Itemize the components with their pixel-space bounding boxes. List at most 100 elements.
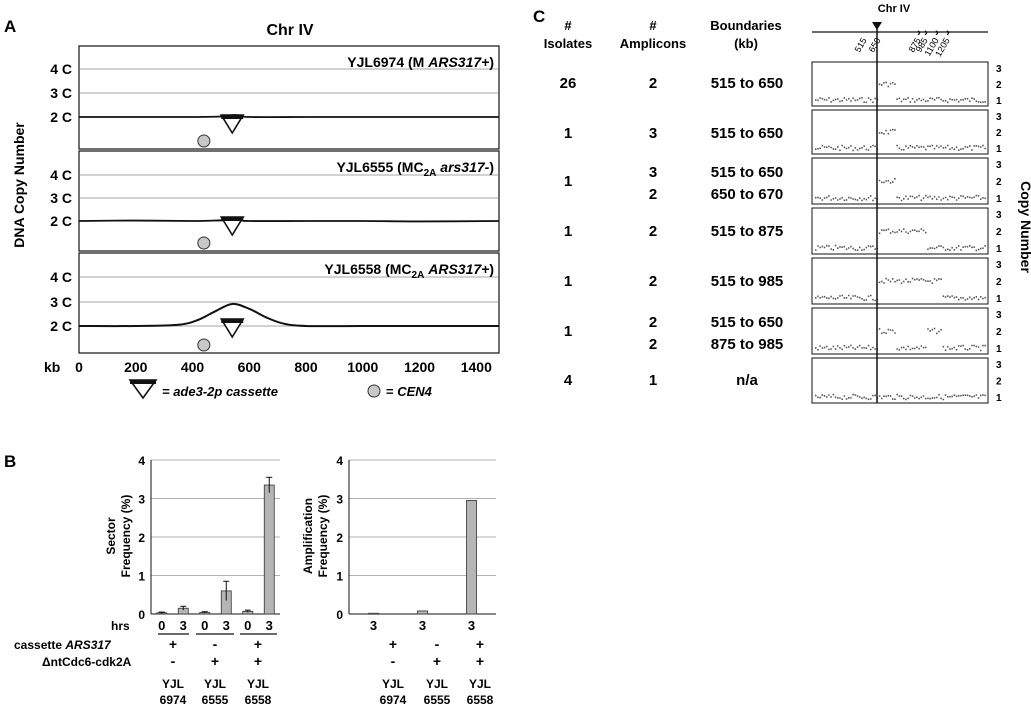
header-amplicons: Amplicons (620, 36, 686, 51)
copy-number-tick: 3 (996, 112, 1002, 123)
panel-c-header: # Isolates # Amplicons Boundaries (kb) (544, 18, 782, 51)
copy-number-tick: 1 (996, 294, 1002, 305)
boundaries-value: 515 to 650 (711, 125, 784, 142)
boundaries-value: 515 to 650 (711, 164, 784, 181)
copy-number-tick: 1 (996, 244, 1002, 255)
amplicons-value: 3 (649, 125, 657, 142)
cdc6-sign: - (391, 653, 396, 669)
x-tick-label: 200 (124, 359, 148, 375)
hrs-value: 0 (158, 618, 165, 633)
copy-number-tick: 3 (996, 310, 1002, 321)
breakpoint-arrow: › (946, 27, 950, 39)
map-tick-label: 515 (853, 36, 869, 54)
copy-number-tick: 2 C (50, 109, 72, 125)
cen4-legend-icon (367, 384, 381, 398)
copy-number-dots (815, 228, 986, 252)
boundaries-value: 515 to 650 (711, 75, 784, 92)
isolates-value: 1 (564, 125, 572, 142)
amplicons-value: 3 (649, 164, 657, 181)
panel-b-right-ylabel-1: Amplification (301, 498, 315, 574)
strain-number: 6555 (202, 693, 229, 707)
header-boundaries-unit: (kb) (734, 36, 758, 51)
copy-number-tick: 1 (996, 144, 1002, 155)
cassette-sign: + (476, 636, 484, 652)
copy-number-tick: 3 C (50, 190, 72, 206)
strain-prefix: YJL (426, 677, 448, 691)
panel-b-left-ylabel-2: Frequency (%) (119, 495, 133, 578)
strain-label: YJL6974 (M ARS317+) (347, 54, 494, 70)
copy-number-plot (811, 207, 989, 255)
subplot-frame (78, 45, 500, 150)
hrs-value: 0 (244, 618, 251, 633)
copy-number-plot (811, 257, 989, 305)
y-tick-label: 1 (336, 570, 343, 584)
cassette-legend-bar (130, 380, 156, 384)
y-tick-label: 3 (336, 493, 343, 507)
strain-number: 6974 (380, 693, 407, 707)
copy-number-tick: 3 C (50, 85, 72, 101)
cdc6-sign: + (433, 653, 441, 669)
subplot-frame (78, 150, 500, 252)
panel-a-subplots: 4 C 3 C 2 C YJL6974 (M ARS317+) 4 C 3 C 2 C YJL… (50, 45, 500, 354)
amplicons-value: 2 (649, 186, 657, 203)
cassette-marker-bar (221, 319, 244, 323)
y-tick-label: 0 (138, 608, 145, 622)
hrs-value: 3 (419, 618, 426, 633)
strain-number: 6558 (245, 693, 272, 707)
isolates-value: 1 (564, 273, 572, 290)
cdc6-sign: + (254, 653, 262, 669)
cassette-marker-bar (221, 217, 244, 221)
copy-number-dots (815, 393, 986, 401)
panel-c-letter: C (533, 7, 545, 26)
cassette-sign: + (254, 636, 262, 652)
copy-number-tick: 2 (996, 177, 1002, 188)
header-isolates: Isolates (544, 36, 592, 51)
panel-a-letter: A (4, 17, 16, 36)
copy-number-tick: 2 C (50, 213, 72, 229)
panel-c-ylabel: Copy Number (1018, 181, 1031, 273)
hrs-value: 3 (180, 618, 187, 633)
amplicons-value: 2 (649, 314, 657, 331)
panel-b-letter: B (4, 452, 16, 471)
y-tick-label: 4 (138, 454, 145, 468)
copy-number-line (78, 302, 499, 328)
copy-number-plot (811, 109, 989, 155)
cassette-marker-bar (221, 115, 244, 119)
panel-b-right-ylabel-2: Frequency (%) (316, 495, 330, 578)
x-tick-label: 0 (75, 359, 83, 375)
isolates-value: 1 (564, 323, 572, 340)
copy-number-tick: 3 (996, 260, 1002, 271)
y-tick-label: 4 (336, 454, 343, 468)
cen4-legend: = CEN4 (367, 384, 433, 399)
y-tick-label: 2 (138, 531, 145, 545)
cassette-legend-label: = ade3-2p cassette (162, 384, 278, 399)
strain-number: 6555 (424, 693, 451, 707)
amplicons-value: 2 (649, 273, 657, 290)
x-tick-label: 1000 (347, 359, 378, 375)
copy-number-tick: 3 (996, 64, 1002, 75)
boundaries-value: 515 to 650 (711, 314, 784, 331)
breakpoint-arrow: › (935, 27, 939, 39)
copy-number-plot (811, 307, 989, 355)
copy-number-tick: 1 (996, 393, 1002, 404)
cen4-marker (197, 134, 211, 148)
hrs-value: 3 (266, 618, 273, 633)
isolates-value: 26 (560, 75, 577, 92)
copy-number-plot (811, 157, 989, 205)
copy-number-tick: 4 C (50, 269, 72, 285)
row-cassette-label: cassette ARS317 (14, 638, 112, 652)
strain-prefix: YJL (204, 677, 226, 691)
copy-number-tick: 1 (996, 344, 1002, 355)
panel-c-rows: 3 2 1 26 2 515 to 650 3 2 1 1 3 515 to 650 3 2 1 1 3 2 515… (560, 61, 1002, 404)
header-boundaries: Boundaries (710, 18, 782, 33)
chr-map-title: Chr IV (878, 3, 911, 15)
copy-number-dots (815, 128, 986, 152)
boundaries-value: 515 to 875 (711, 223, 784, 240)
copy-number-tick: 4 C (50, 167, 72, 183)
subplot-frame (78, 252, 500, 354)
isolates-value: 1 (564, 173, 572, 190)
cassette-sign: - (213, 636, 218, 652)
copy-number-tick: 2 (996, 128, 1002, 139)
copy-number-tick: 2 (996, 227, 1002, 238)
